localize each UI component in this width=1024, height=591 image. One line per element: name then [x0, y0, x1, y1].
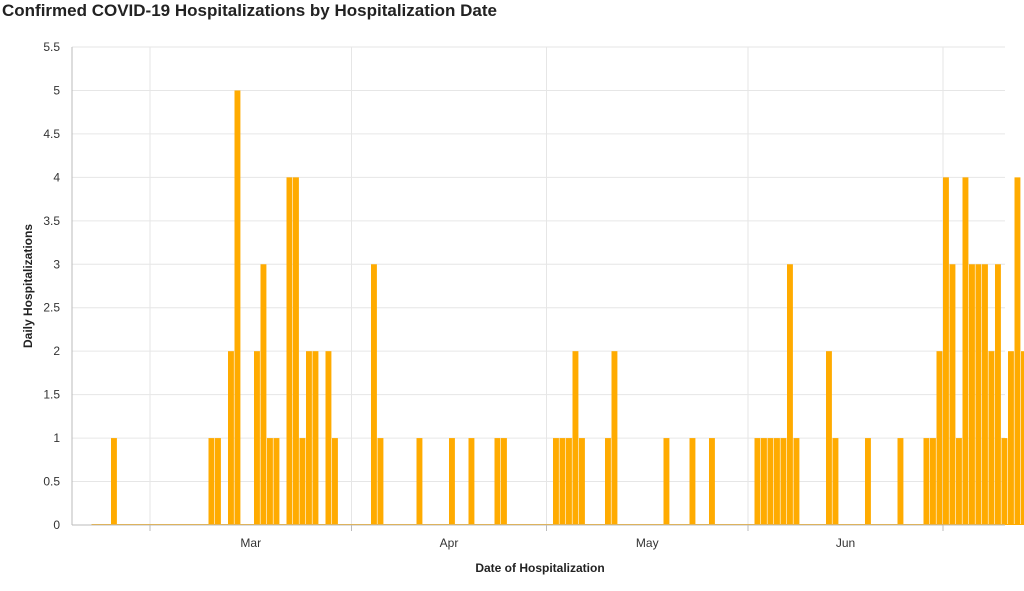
bar [1014, 177, 1021, 525]
x-tick-label: Apr [440, 536, 459, 550]
bar [332, 438, 338, 525]
bar [897, 438, 904, 525]
y-tick-label: 0.5 [43, 475, 60, 489]
bar [949, 264, 956, 525]
x-tick-label: Jun [836, 536, 855, 550]
bar [494, 438, 501, 525]
bar [982, 264, 988, 525]
bar [826, 351, 832, 525]
bar [371, 264, 377, 525]
bar [254, 351, 260, 525]
bar [663, 438, 670, 525]
bar [468, 438, 475, 525]
bar [774, 438, 780, 525]
bar [566, 438, 572, 525]
bar [267, 438, 273, 525]
bar [234, 90, 241, 526]
bar [228, 351, 234, 525]
bar [988, 351, 995, 525]
bar [767, 438, 774, 525]
bar [579, 438, 585, 525]
bar [923, 438, 930, 525]
y-tick-label: 0 [53, 518, 60, 532]
bar [975, 264, 982, 525]
bar [553, 438, 559, 525]
bar [936, 351, 943, 525]
y-tick-label: 5.5 [43, 40, 60, 54]
y-tick-label: 5 [53, 83, 60, 97]
bar [956, 438, 962, 525]
chart-title: Confirmed COVID-19 Hospitalizations by H… [2, 1, 497, 20]
bar [260, 264, 267, 525]
y-tick-label: 1 [53, 431, 60, 445]
y-tick-label: 4.5 [43, 127, 60, 141]
x-tick-labels: MarAprMayJunJul [240, 536, 855, 550]
bar [273, 438, 280, 525]
bar [306, 351, 312, 525]
bar [449, 438, 455, 525]
y-tick-label: 2 [53, 344, 60, 358]
bar [1001, 438, 1008, 525]
bar [286, 177, 293, 525]
bar [761, 438, 767, 525]
bar [312, 351, 319, 525]
axes [71, 47, 1005, 531]
bar [689, 438, 696, 525]
bar [969, 264, 975, 525]
bar [605, 438, 611, 525]
bar [299, 438, 306, 525]
y-tick-label: 3.5 [43, 214, 60, 228]
bar [416, 438, 423, 525]
bar [780, 438, 787, 525]
bar [325, 351, 332, 525]
bar [611, 351, 618, 525]
x-tick-label: May [636, 536, 659, 550]
y-tick-label: 2.5 [43, 301, 60, 315]
y-tick-labels: 0 0.5 1 1.5 2 2.5 3 3.5 4 4.5 5 5.5 [43, 40, 60, 532]
bar [793, 438, 800, 525]
bar [1008, 351, 1014, 525]
y-tick-label: 1.5 [43, 388, 60, 402]
bar [1021, 351, 1024, 525]
y-axis-title: Daily Hospitalizations [21, 224, 35, 348]
bar [215, 438, 221, 525]
bar [865, 438, 871, 525]
bar [995, 264, 1001, 525]
bar [709, 438, 715, 525]
bar [559, 438, 566, 525]
bar [111, 438, 117, 525]
bar [962, 177, 969, 525]
bar [572, 351, 579, 525]
bar [293, 177, 299, 525]
x-axis-title: Date of Hospitalization [475, 561, 604, 575]
bar [930, 438, 936, 525]
x-tick-label: Mar [240, 536, 261, 550]
bar [754, 438, 761, 525]
y-tick-label: 4 [53, 170, 60, 184]
bar [832, 438, 839, 525]
bar [501, 438, 507, 525]
grid-lines [72, 46, 1005, 526]
bar [377, 438, 384, 525]
bar [208, 438, 215, 525]
y-tick-label: 3 [53, 257, 60, 271]
bar [787, 264, 793, 525]
bar [943, 177, 949, 525]
